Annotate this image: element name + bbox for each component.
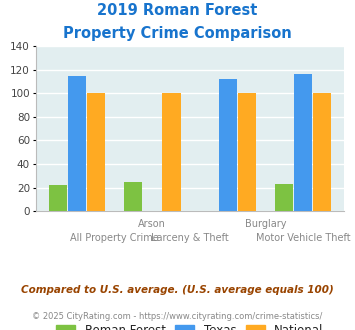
Bar bbox=[163, 93, 180, 211]
Bar bbox=[219, 79, 237, 211]
Text: Burglary: Burglary bbox=[245, 219, 286, 229]
Bar bbox=[49, 185, 67, 211]
Bar bbox=[87, 93, 105, 211]
Text: Arson: Arson bbox=[138, 219, 166, 229]
Bar bbox=[238, 93, 256, 211]
Text: Larceny & Theft: Larceny & Theft bbox=[151, 233, 229, 243]
Legend: Roman Forest, Texas, National: Roman Forest, Texas, National bbox=[52, 319, 328, 330]
Text: © 2025 CityRating.com - https://www.cityrating.com/crime-statistics/: © 2025 CityRating.com - https://www.city… bbox=[32, 312, 323, 321]
Bar bbox=[275, 184, 293, 211]
Bar bbox=[294, 75, 312, 211]
Text: 2019 Roman Forest: 2019 Roman Forest bbox=[97, 3, 258, 18]
Bar bbox=[68, 76, 86, 211]
Bar bbox=[313, 93, 331, 211]
Bar bbox=[124, 182, 142, 211]
Text: Property Crime Comparison: Property Crime Comparison bbox=[63, 26, 292, 41]
Text: All Property Crime: All Property Crime bbox=[70, 233, 159, 243]
Text: Compared to U.S. average. (U.S. average equals 100): Compared to U.S. average. (U.S. average … bbox=[21, 285, 334, 295]
Text: Motor Vehicle Theft: Motor Vehicle Theft bbox=[256, 233, 350, 243]
